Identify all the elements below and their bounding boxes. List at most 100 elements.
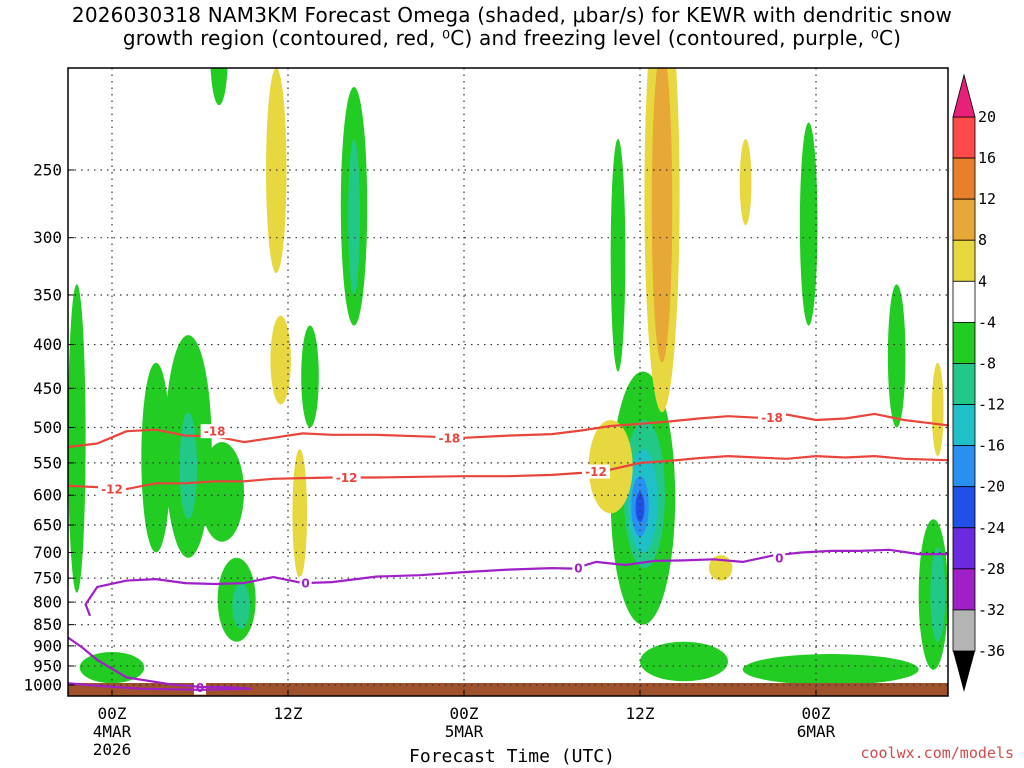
colorbar-label-0: 20 bbox=[978, 108, 996, 126]
title-line-1: 2026030318 NAM3KM Forecast Omega (shaded… bbox=[71, 3, 953, 27]
omega-region-19 bbox=[742, 654, 919, 686]
omega-region-0 bbox=[68, 284, 86, 593]
colorbar-label-10: -24 bbox=[978, 519, 1005, 537]
colorbar-bin-3 bbox=[952, 239, 976, 282]
y-tick-label-650: 650 bbox=[33, 515, 62, 534]
colorbar-label-7: -12 bbox=[978, 396, 1005, 414]
contour-label-1-1: -12 bbox=[336, 471, 358, 485]
contour-label-bg-1-2 bbox=[582, 464, 610, 479]
omega-region-3 bbox=[179, 412, 198, 520]
omega-region-29 bbox=[588, 419, 633, 514]
x-tick-label-30: 00Z bbox=[450, 704, 479, 723]
colorbar-bin-2 bbox=[952, 198, 976, 241]
contour-label-bg-0-1 bbox=[435, 430, 464, 445]
contour-line-1 bbox=[68, 455, 948, 491]
contour-label-2-0: 0 bbox=[301, 577, 309, 591]
omega-region-21 bbox=[930, 547, 946, 642]
y-tick-label-700: 700 bbox=[33, 543, 62, 562]
plot-frame bbox=[67, 67, 949, 697]
grid-lines bbox=[68, 68, 948, 696]
contour-label-2-1: 0 bbox=[574, 562, 582, 576]
colorbar-label-4: 4 bbox=[978, 272, 987, 290]
colorbar: 20 16 12 8 4 -4 -8 -12 -16 -20 -24 -28 -32 -36 bbox=[952, 73, 1005, 692]
colorbar-label-6: -8 bbox=[978, 354, 996, 372]
x-tick-date-30: 5MAR bbox=[445, 722, 484, 741]
y-tick-label-300: 300 bbox=[33, 228, 62, 247]
colorbar-top-arrow bbox=[952, 73, 976, 118]
y-tick-label-250: 250 bbox=[33, 160, 62, 179]
contour-label-bg-2-0 bbox=[299, 576, 312, 591]
colorbar-bin-4 bbox=[952, 280, 976, 323]
colorbar-bin-10 bbox=[952, 527, 976, 570]
omega-region-8 bbox=[301, 325, 319, 428]
omega-region-18 bbox=[640, 641, 728, 682]
colorbar-bin-5 bbox=[952, 321, 976, 364]
contour-label-bg-2-2 bbox=[773, 550, 786, 565]
contour-lines: -18 -18 -18 -12 -12 -12 0 0 0 0 bbox=[68, 410, 948, 695]
colorbar-bin-8 bbox=[952, 445, 976, 488]
colorbar-label-9: -20 bbox=[978, 478, 1005, 496]
contour-label-bg-0-2 bbox=[758, 410, 786, 425]
colorbar-bin-12 bbox=[952, 609, 976, 652]
omega-region-13 bbox=[610, 138, 626, 372]
omega-region-9 bbox=[210, 68, 228, 106]
y-tick-label-550: 550 bbox=[33, 453, 62, 472]
colorbar-bin-9 bbox=[952, 486, 976, 529]
omega-region-1 bbox=[141, 362, 171, 553]
colorbar-label-1: 16 bbox=[978, 149, 996, 167]
contour-label-0-1: -18 bbox=[438, 431, 460, 445]
x-tick-label-54: 00Z bbox=[802, 704, 831, 723]
contour-label-1-0: -12 bbox=[101, 482, 123, 496]
contour-label-2-2: 0 bbox=[775, 551, 783, 565]
colorbar-bin-1 bbox=[952, 157, 976, 200]
y-tick-label-400: 400 bbox=[33, 335, 62, 354]
y-tick-label-800: 800 bbox=[33, 593, 62, 612]
contour-line-2 bbox=[84, 548, 948, 617]
contour-label-bg-1-1 bbox=[332, 470, 361, 485]
omega-region-6 bbox=[232, 583, 250, 629]
x-tick-label-6: 00Z bbox=[98, 704, 127, 723]
contour-label-bg-2-1 bbox=[572, 561, 585, 576]
omega-region-17 bbox=[635, 492, 645, 523]
y-tick-label-350: 350 bbox=[33, 285, 62, 304]
omega-region-4 bbox=[200, 442, 244, 542]
omega-region-32 bbox=[931, 362, 944, 457]
colorbar-bottom-arrow bbox=[953, 651, 975, 692]
y-tick-label-600: 600 bbox=[33, 486, 62, 505]
contour-label-0-2: -18 bbox=[761, 411, 783, 425]
omega-region-25 bbox=[270, 315, 291, 405]
x-tick-date-6: 4MAR bbox=[93, 722, 132, 741]
contour-label-bg-1-0 bbox=[98, 481, 126, 496]
contour-line-3 bbox=[68, 636, 253, 691]
colorbar-label-5: -4 bbox=[978, 313, 996, 331]
colorbar-label-13: -36 bbox=[978, 642, 1005, 660]
y-axis: 250 300 350 400 450 500 550 600 650 700 750 800 850 9… bbox=[23, 160, 74, 695]
colorbar-bin-0 bbox=[952, 116, 976, 159]
omega-region-23 bbox=[887, 284, 906, 428]
omega-region-11 bbox=[348, 138, 360, 295]
y-tick-label-500: 500 bbox=[33, 418, 62, 437]
colorbar-label-11: -28 bbox=[978, 560, 1005, 578]
contour-label-1-2: -12 bbox=[585, 465, 607, 479]
contour-label-2-3: 0 bbox=[196, 681, 204, 695]
y-tick-label-950: 950 bbox=[33, 656, 62, 675]
contour-line-0 bbox=[68, 412, 948, 449]
x-tick-label-18: 12Z bbox=[274, 704, 303, 723]
contour-label-bg-0-0 bbox=[200, 424, 229, 439]
omega-region-22 bbox=[799, 122, 818, 326]
chart-title: 2026030318 NAM3KM Forecast Omega (shaded… bbox=[0, 4, 1024, 50]
x-axis-label: Forecast Time (UTC) bbox=[409, 746, 615, 767]
y-tick-label-450: 450 bbox=[33, 379, 62, 398]
y-tick-label-1000: 1000 bbox=[23, 676, 62, 695]
colorbar-label-2: 12 bbox=[978, 190, 996, 208]
colorbar-bin-11 bbox=[952, 568, 976, 611]
contour-label-0-0: -18 bbox=[204, 425, 226, 439]
x-tick-label-42: 12Z bbox=[626, 704, 655, 723]
colorbar-bin-7 bbox=[952, 404, 976, 447]
y-tick-label-750: 750 bbox=[33, 569, 62, 588]
y-tick-label-850: 850 bbox=[33, 615, 62, 634]
colorbar-bin-6 bbox=[952, 363, 976, 405]
omega-region-28 bbox=[651, 68, 673, 363]
omega-region-26 bbox=[292, 449, 308, 579]
